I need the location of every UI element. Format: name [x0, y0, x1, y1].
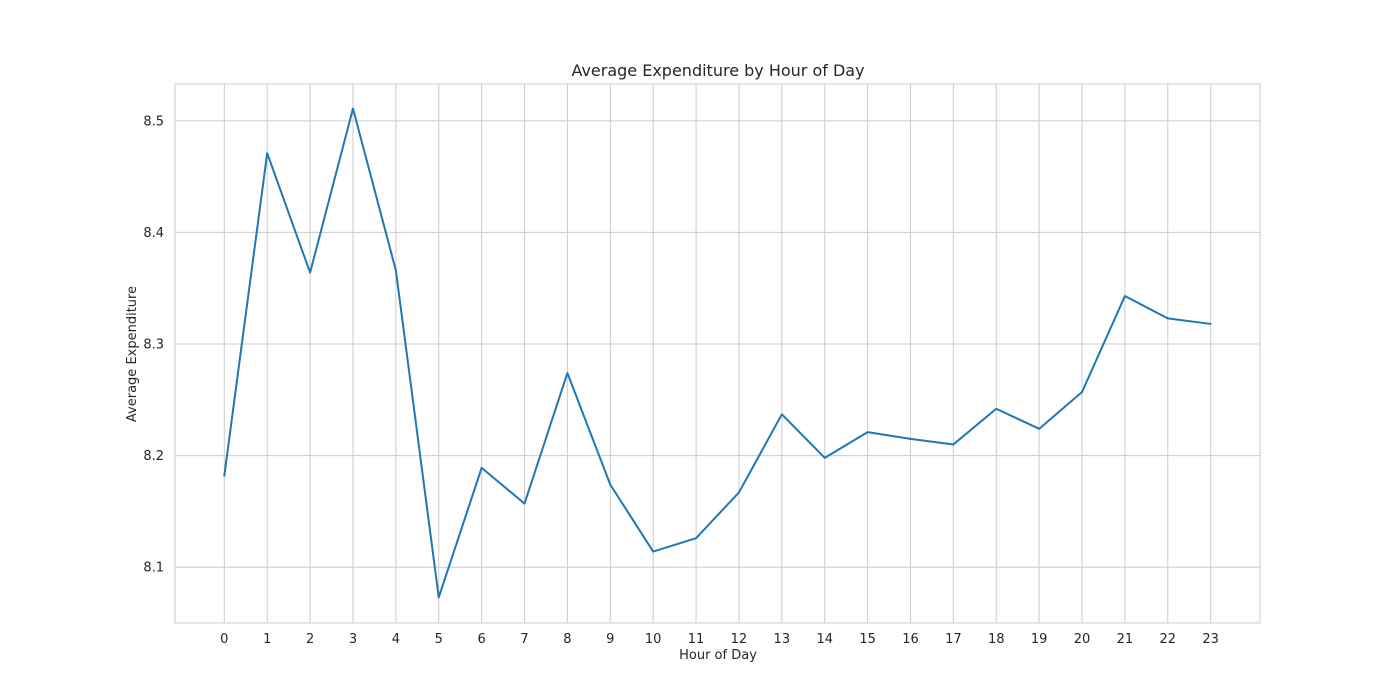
- x-tick-label: 4: [392, 632, 400, 647]
- x-tick-label: 2: [306, 632, 314, 647]
- series-line: [223, 107, 1212, 599]
- x-tick-label: 21: [1117, 632, 1134, 647]
- x-tick-label: 11: [688, 632, 705, 647]
- y-tick-label: 8.4: [143, 226, 164, 241]
- x-tick-label: 12: [731, 632, 748, 647]
- x-tick-label: 8: [563, 632, 571, 647]
- x-tick-label: 13: [774, 632, 791, 647]
- x-tick-label: 10: [645, 632, 662, 647]
- y-tick-labels: 8.1 8.2 8.3 8.4 8.5: [143, 114, 164, 575]
- x-tick-labels: 0 1 2 3 4 5 6 7 8 9 10 11 12 13 14 15 16 17 18 19 20 21 22 23: [220, 632, 1219, 647]
- x-tick-label: 1: [263, 632, 271, 647]
- y-gridlines: [175, 120, 1260, 568]
- x-tick-label: 6: [477, 632, 485, 647]
- x-tick-label: 3: [349, 632, 357, 647]
- plot-area-frame: [174, 83, 1261, 624]
- x-tick-label: 9: [606, 632, 614, 647]
- x-tick-label: 19: [1031, 632, 1048, 647]
- x-tick-label: 0: [220, 632, 228, 647]
- x-gridlines: [223, 84, 1212, 623]
- x-tick-label: 16: [902, 632, 919, 647]
- x-tick-label: 15: [859, 632, 876, 647]
- y-tick-label: 8.5: [143, 114, 164, 129]
- x-tick-label: 14: [816, 632, 833, 647]
- y-tick-label: 8.2: [143, 449, 164, 464]
- x-tick-label: 18: [988, 632, 1005, 647]
- y-axis-label: Average Expenditure: [125, 286, 140, 422]
- x-tick-label: 5: [435, 632, 443, 647]
- x-tick-label: 22: [1160, 632, 1177, 647]
- x-tick-label: 23: [1202, 632, 1219, 647]
- series-layer: [223, 107, 1212, 599]
- y-tick-label: 8.3: [143, 338, 164, 353]
- x-tick-label: 17: [945, 632, 962, 647]
- chart-title: Average Expenditure by Hour of Day: [571, 61, 864, 80]
- y-tick-label: 8.1: [143, 561, 164, 576]
- x-tick-label: 7: [520, 632, 528, 647]
- x-axis-label: Hour of Day: [679, 648, 757, 663]
- x-tick-label: 20: [1074, 632, 1091, 647]
